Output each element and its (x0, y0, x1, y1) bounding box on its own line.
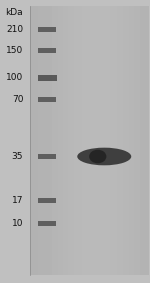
Bar (38, 27, 56, 32)
Bar (38, 198, 56, 203)
Bar (38, 97, 56, 102)
Text: 10: 10 (12, 219, 23, 228)
Bar (38, 221, 56, 226)
Bar (38, 154, 56, 159)
Bar (38, 75, 57, 81)
Text: 150: 150 (6, 46, 23, 55)
Text: 70: 70 (12, 95, 23, 104)
Text: 35: 35 (12, 152, 23, 161)
Text: 17: 17 (12, 196, 23, 205)
Ellipse shape (89, 150, 106, 163)
Text: 210: 210 (6, 25, 23, 34)
Text: 100: 100 (6, 73, 23, 82)
Text: kDa: kDa (6, 8, 23, 17)
Bar (38, 48, 56, 53)
Ellipse shape (77, 148, 131, 165)
